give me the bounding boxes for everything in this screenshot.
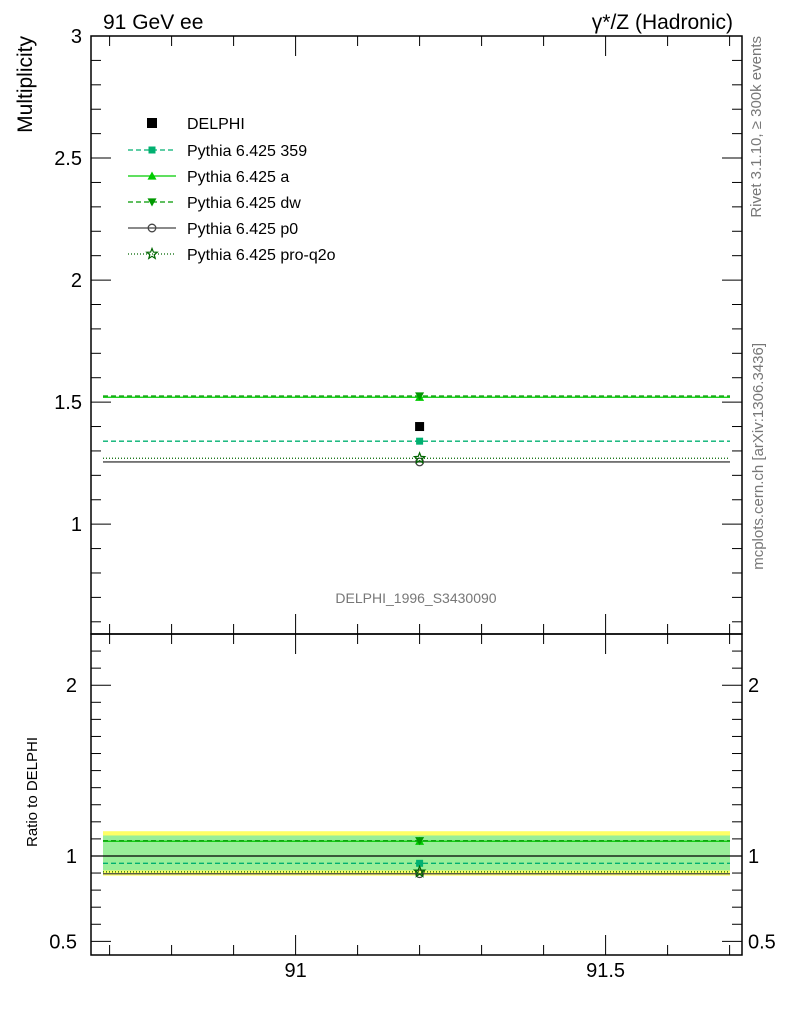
main-data-point-delphi [415, 422, 425, 432]
x-tick-label: 91.5 [586, 960, 625, 982]
ratio-y-tick-label-right: 0.5 [748, 931, 776, 953]
legend-marker-4 [145, 246, 159, 260]
ratio-y-tick-label-left: 1 [66, 846, 77, 868]
ratio-series-marker-2 [415, 837, 425, 846]
main-plot-area [103, 392, 730, 467]
analysis-id-label: DELPHI_1996_S3430090 [335, 590, 496, 606]
legend-label-delphi: DELPHI [187, 116, 245, 133]
legend-marker-0 [148, 146, 156, 154]
main-y-tick-label: 2 [71, 270, 82, 292]
ratio-y-tick-label-right: 2 [748, 675, 759, 697]
legend-label-2: Pythia 6.425 dw [187, 195, 301, 212]
ratio-frame [90, 633, 743, 956]
main-y-tick-label: 1 [71, 514, 82, 536]
legend-marker-3 [147, 223, 157, 233]
ratio-series-marker-0 [416, 859, 424, 867]
legend-marker-2 [147, 198, 157, 207]
ratio-series-marker-4 [412, 864, 427, 878]
main-series-marker-0 [416, 437, 424, 445]
ratio-plot-area [91, 831, 742, 879]
rivet-version-label: Rivet 3.1.10, ≥ 300k events [748, 36, 765, 218]
legend-marker-1 [147, 171, 157, 180]
ratio-y-tick-label-left: 2 [66, 675, 77, 697]
main-series-marker-2 [415, 392, 425, 401]
legend-marker-delphi [147, 118, 157, 128]
ratio-y-tick-label-left: 0.5 [49, 931, 77, 953]
legend: DELPHI Pythia 6.425 359 Pythia 6.425 a Pyt… [128, 116, 336, 264]
legend-label-4: Pythia 6.425 pro-q2o [187, 247, 336, 264]
main-series-marker-3 [415, 457, 425, 467]
main-y-tick-label: 2.5 [54, 148, 82, 170]
main-y-tick-label: 1.5 [54, 392, 82, 414]
main-series-marker-4 [412, 451, 427, 465]
main-y-axis-label: Multiplicity [14, 36, 37, 133]
main-y-tick-label: 3 [71, 26, 82, 48]
ratio-y-tick-label-right: 1 [748, 846, 759, 868]
header-left-label: 91 GeV ee [103, 11, 203, 34]
ratio-y-axis-label: Ratio to DELPHI [24, 737, 41, 847]
header-right-label: γ*/Z (Hadronic) [592, 11, 733, 34]
x-tick-label: 91 [284, 960, 306, 982]
mcplots-label: mcplots.cern.ch [arXiv:1306.3436] [750, 343, 767, 570]
ratio-series-marker-3 [415, 869, 425, 879]
legend-label-0: Pythia 6.425 359 [187, 143, 307, 160]
legend-label-1: Pythia 6.425 a [187, 169, 289, 186]
legend-label-3: Pythia 6.425 p0 [187, 221, 298, 238]
